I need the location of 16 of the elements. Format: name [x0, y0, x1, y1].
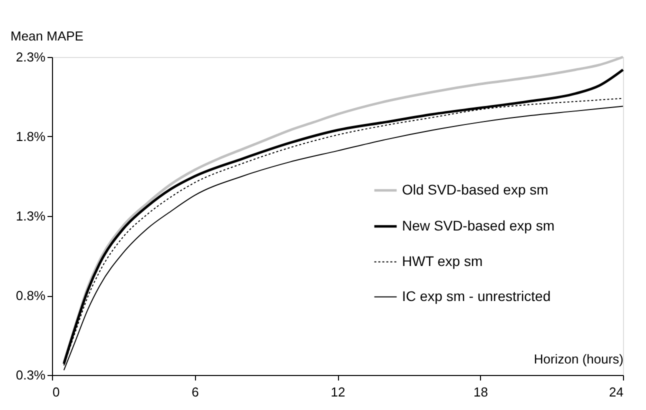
legend-label: New SVD-based exp sm [402, 217, 555, 234]
legend-label: Old SVD-based exp sm [402, 181, 548, 198]
x-tick-label: 18 [474, 384, 488, 400]
legend-label: HWT exp sm [402, 252, 483, 269]
y-axis-title: Mean MAPE [10, 28, 84, 44]
x-tick-label: 24 [609, 384, 624, 400]
y-tick-label: 2.3% [16, 50, 46, 64]
y-tick-label: 1.8% [16, 129, 46, 144]
x-tick-label: 0 [52, 384, 60, 400]
x-axis-title: Horizon (hours) [534, 352, 624, 366]
legend-label: IC exp sm - unrestricted [402, 288, 551, 304]
x-tick-label: 6 [192, 384, 199, 400]
x-tick-label: 12 [330, 384, 346, 400]
y-tick-label: 0.8% [16, 288, 46, 303]
y-tick-label: 0.3% [16, 368, 46, 382]
y-tick-label: 1.3% [16, 208, 46, 224]
